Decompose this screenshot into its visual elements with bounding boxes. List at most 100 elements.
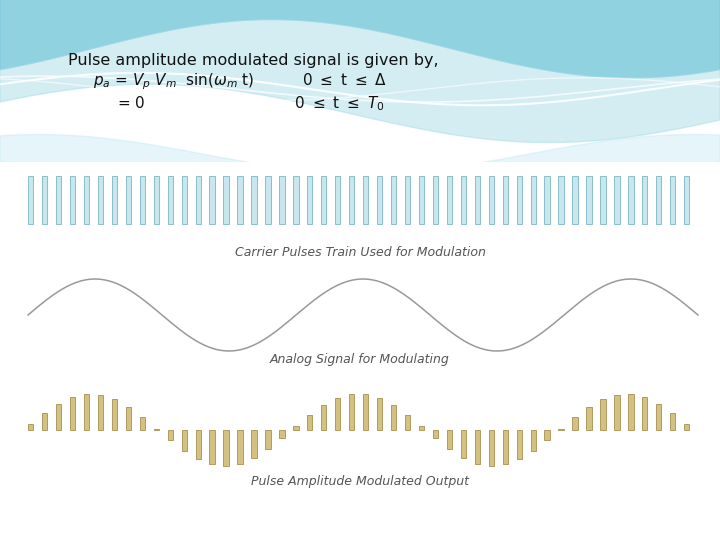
Text: $p_a$ = $V_p$ $V_m$  sin($\omega_m$ t)          0 $\leq$ t $\leq$ $\Delta$: $p_a$ = $V_p$ $V_m$ sin($\omega_m$ t) 0 … bbox=[93, 72, 387, 92]
Bar bbox=[614, 395, 619, 430]
Bar bbox=[307, 415, 312, 430]
Bar bbox=[28, 424, 33, 430]
Bar bbox=[503, 430, 508, 464]
Bar bbox=[98, 395, 103, 430]
Bar bbox=[629, 394, 634, 430]
Bar bbox=[70, 397, 75, 430]
Bar bbox=[238, 176, 243, 224]
Bar bbox=[126, 176, 131, 224]
Bar bbox=[377, 176, 382, 224]
Bar bbox=[656, 176, 662, 224]
Bar bbox=[489, 430, 494, 466]
Bar bbox=[474, 176, 480, 224]
Bar bbox=[210, 430, 215, 464]
Bar bbox=[279, 176, 284, 224]
Bar bbox=[153, 176, 159, 224]
Bar bbox=[84, 176, 89, 224]
Bar bbox=[531, 430, 536, 451]
Bar bbox=[321, 176, 326, 224]
Bar bbox=[140, 417, 145, 430]
Bar bbox=[265, 430, 271, 449]
Bar bbox=[293, 427, 299, 430]
Bar bbox=[168, 430, 173, 441]
Bar bbox=[642, 176, 647, 224]
Bar bbox=[181, 176, 187, 224]
Bar bbox=[112, 176, 117, 224]
Bar bbox=[614, 176, 619, 224]
Text: Pulse amplitude modulated signal is given by,: Pulse amplitude modulated signal is give… bbox=[68, 52, 438, 68]
Bar bbox=[349, 395, 354, 430]
Bar bbox=[503, 176, 508, 224]
Bar bbox=[572, 176, 577, 224]
Bar bbox=[42, 413, 48, 430]
Bar bbox=[670, 413, 675, 430]
Bar bbox=[516, 176, 522, 224]
Bar bbox=[600, 400, 606, 430]
Bar bbox=[489, 176, 494, 224]
Bar bbox=[559, 429, 564, 430]
Bar bbox=[140, 176, 145, 224]
Bar bbox=[544, 430, 550, 441]
Bar bbox=[377, 399, 382, 430]
Bar bbox=[433, 430, 438, 438]
Bar bbox=[196, 176, 201, 224]
Bar bbox=[84, 394, 89, 430]
Bar bbox=[544, 176, 550, 224]
Bar bbox=[56, 404, 61, 430]
Bar bbox=[516, 430, 522, 459]
Bar bbox=[405, 176, 410, 224]
Bar bbox=[656, 404, 662, 430]
Bar bbox=[391, 406, 396, 430]
Bar bbox=[405, 415, 410, 430]
Bar bbox=[474, 430, 480, 464]
Bar bbox=[265, 176, 271, 224]
Bar bbox=[251, 176, 256, 224]
Bar bbox=[223, 430, 229, 466]
Text: Pulse Amplitude Modulated Output: Pulse Amplitude Modulated Output bbox=[251, 476, 469, 489]
Bar bbox=[335, 176, 341, 224]
Bar bbox=[181, 430, 187, 451]
Bar bbox=[684, 424, 689, 430]
Bar bbox=[98, 176, 103, 224]
Bar bbox=[28, 176, 33, 224]
Bar bbox=[279, 430, 284, 438]
Bar bbox=[446, 430, 452, 449]
Bar bbox=[363, 176, 369, 224]
Bar bbox=[600, 176, 606, 224]
Text: Analog Signal for Modulating: Analog Signal for Modulating bbox=[270, 354, 450, 367]
Bar bbox=[586, 176, 592, 224]
Bar bbox=[446, 176, 452, 224]
Bar bbox=[349, 176, 354, 224]
Bar bbox=[670, 176, 675, 224]
Bar bbox=[126, 407, 131, 430]
Bar bbox=[238, 430, 243, 464]
Bar bbox=[153, 429, 159, 430]
Bar bbox=[307, 176, 312, 224]
Bar bbox=[293, 176, 299, 224]
Text: = 0                               0 $\leq$ t $\leq$ $T_0$: = 0 0 $\leq$ t $\leq$ $T_0$ bbox=[93, 94, 384, 113]
Bar bbox=[461, 176, 466, 224]
Bar bbox=[210, 176, 215, 224]
Bar bbox=[642, 397, 647, 430]
Bar bbox=[251, 430, 256, 458]
Bar bbox=[391, 176, 396, 224]
Bar bbox=[168, 176, 173, 224]
Bar bbox=[531, 176, 536, 224]
Bar bbox=[461, 430, 466, 458]
Bar bbox=[572, 417, 577, 430]
Bar bbox=[629, 176, 634, 224]
Text: Carrier Pulses Train Used for Modulation: Carrier Pulses Train Used for Modulation bbox=[235, 246, 485, 259]
Bar bbox=[559, 176, 564, 224]
Bar bbox=[419, 176, 424, 224]
Bar bbox=[196, 430, 201, 459]
Bar bbox=[70, 176, 75, 224]
Bar bbox=[321, 406, 326, 430]
Bar bbox=[223, 176, 229, 224]
Bar bbox=[42, 176, 48, 224]
Bar bbox=[56, 176, 61, 224]
Bar bbox=[586, 407, 592, 430]
Bar bbox=[419, 427, 424, 430]
Bar bbox=[112, 400, 117, 430]
Bar bbox=[335, 399, 341, 430]
Bar bbox=[433, 176, 438, 224]
